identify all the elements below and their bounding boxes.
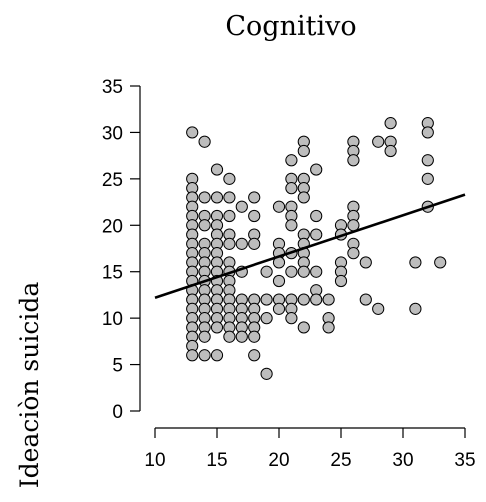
data-point — [223, 237, 236, 250]
data-point — [372, 135, 385, 148]
data-point — [223, 330, 236, 343]
data-point — [359, 256, 372, 269]
data-point — [198, 330, 211, 343]
data-point — [310, 209, 323, 223]
data-point — [297, 265, 310, 278]
data-point — [235, 237, 248, 250]
data-point — [248, 349, 261, 362]
x-tick-label: 15 — [206, 450, 227, 471]
data-point — [223, 191, 236, 204]
regression-line — [154, 193, 466, 299]
data-point — [421, 154, 434, 167]
y-tick-label: 10 — [102, 309, 123, 330]
data-point — [297, 191, 310, 204]
data-point — [260, 293, 273, 306]
data-point — [310, 228, 323, 241]
data-point — [272, 274, 286, 288]
data-point — [210, 163, 224, 176]
data-point — [285, 182, 298, 195]
data-point — [186, 126, 199, 139]
x-tick-label: 30 — [392, 450, 413, 471]
data-point — [210, 191, 224, 204]
data-point — [347, 154, 360, 167]
x-tick-label: 25 — [330, 450, 351, 471]
data-point — [198, 349, 211, 362]
data-point — [310, 265, 323, 278]
data-point — [297, 321, 310, 334]
y-tick-label: 5 — [112, 356, 123, 377]
data-point — [409, 302, 422, 315]
data-point — [248, 237, 261, 250]
data-point — [260, 265, 273, 278]
data-point — [260, 367, 273, 380]
data-point — [322, 293, 335, 306]
y-tick-label: 0 — [112, 402, 123, 423]
data-point — [186, 349, 199, 362]
data-point — [210, 349, 224, 362]
data-point — [297, 144, 310, 158]
data-point — [210, 321, 224, 334]
axes: 10 15 20 25 30 35 0 5 10 15 20 25 30 35 — [102, 77, 476, 471]
data-point — [421, 172, 434, 185]
y-tick-label: 25 — [102, 170, 123, 191]
data-point — [198, 191, 211, 204]
data-point — [384, 144, 397, 158]
regression-line-group — [154, 193, 466, 299]
data-point — [334, 274, 348, 288]
y-tick-label: 15 — [102, 263, 123, 284]
data-point — [223, 172, 236, 185]
data-point — [248, 191, 261, 204]
x-tick-label: 10 — [144, 450, 165, 471]
data-point — [235, 330, 248, 343]
data-point — [223, 209, 236, 223]
data-point — [198, 135, 211, 148]
chart-title: Cognitivo — [225, 11, 356, 42]
x-tick-label: 35 — [454, 450, 475, 471]
data-point — [272, 302, 286, 315]
data-point — [235, 200, 248, 213]
data-point — [285, 154, 298, 167]
data-point — [421, 126, 434, 139]
data-point — [248, 209, 261, 223]
data-point — [409, 256, 422, 269]
data-points — [186, 117, 447, 380]
y-tick-label: 30 — [102, 123, 123, 144]
data-point — [285, 265, 298, 278]
x-tick-label: 20 — [268, 450, 289, 471]
y-axis-label: Ideaciòn suicida — [15, 282, 44, 489]
data-point — [359, 293, 372, 306]
data-point — [310, 163, 323, 176]
data-point — [434, 256, 447, 269]
data-point — [248, 330, 261, 343]
data-point — [384, 117, 397, 130]
data-point — [297, 293, 310, 306]
y-tick-label: 20 — [102, 216, 123, 237]
data-point — [260, 312, 273, 325]
data-point — [347, 247, 360, 260]
data-point — [310, 293, 323, 306]
data-point — [272, 200, 286, 213]
data-point — [372, 302, 385, 315]
data-point — [285, 312, 298, 325]
data-point — [198, 219, 211, 232]
data-point — [285, 219, 298, 232]
data-point — [322, 321, 335, 334]
y-tick-label: 35 — [102, 77, 123, 98]
